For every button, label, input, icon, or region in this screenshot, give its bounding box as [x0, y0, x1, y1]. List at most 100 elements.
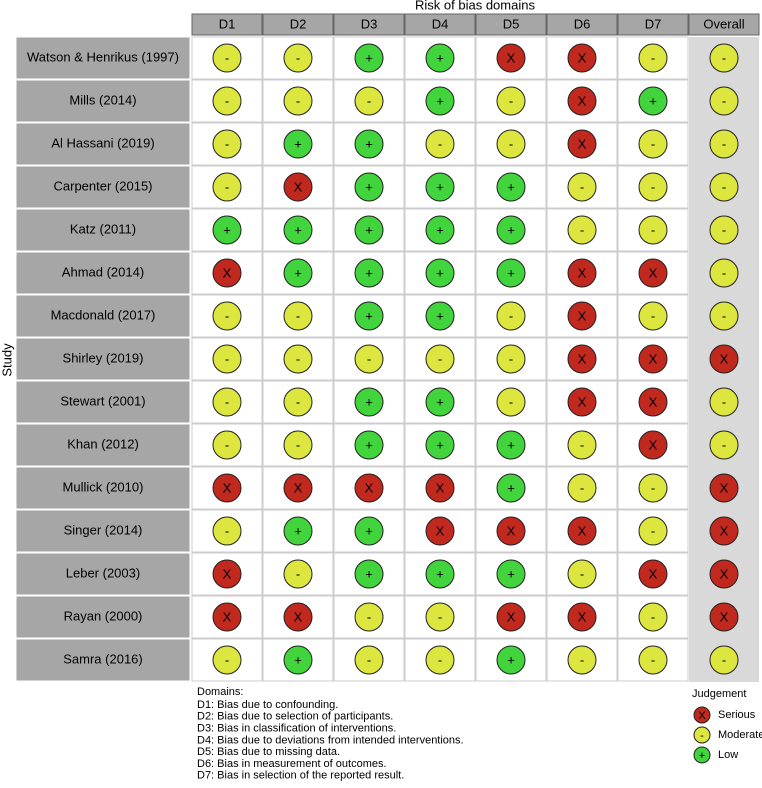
header-cell	[546, 13, 618, 36]
domain-note: D1: Bias due to confounding.	[197, 699, 338, 711]
judgement-symbol: -	[651, 609, 655, 624]
grid-cell	[404, 423, 476, 467]
grid-cell	[191, 552, 263, 596]
judgement-circle	[354, 387, 384, 417]
judgement-symbol: +	[507, 480, 515, 495]
judgement-symbol: +	[507, 566, 515, 581]
judgement-symbol: -	[722, 93, 726, 108]
judgement-circle	[212, 559, 242, 589]
judgement-circle	[638, 172, 668, 202]
judgement-symbol: +	[436, 566, 444, 581]
study-cell	[15, 380, 191, 424]
judgement-circle	[354, 258, 384, 288]
judgement-circle	[567, 258, 597, 288]
judgement-circle	[354, 301, 384, 331]
judgement-circle	[709, 129, 739, 159]
header-cell	[404, 13, 476, 36]
judgement-symbol: -	[651, 652, 655, 667]
grid-cell	[262, 638, 334, 682]
grid-cell	[546, 337, 618, 381]
grid-cell	[475, 595, 547, 639]
judgement-circle	[425, 387, 455, 417]
grid-cell	[262, 380, 334, 424]
grid-cell	[475, 122, 547, 166]
judgement-symbol: -	[651, 50, 655, 65]
study-cell	[15, 423, 191, 467]
grid-cell	[404, 294, 476, 338]
study-name: Stewart (2001)	[60, 393, 145, 408]
judgement-symbol: +	[365, 50, 373, 65]
header-cell	[191, 13, 263, 36]
study-name: Rayan (2000)	[64, 608, 143, 623]
grid-cell	[333, 251, 405, 295]
domain-note: D7: Bias in selection of the reported re…	[197, 770, 404, 782]
judgement-symbol: X	[436, 480, 445, 495]
study-name: Samra (2016)	[63, 651, 142, 666]
judgement-circle	[212, 602, 242, 632]
judgement-circle	[638, 43, 668, 73]
grid-cell	[333, 208, 405, 252]
judgement-circle	[638, 516, 668, 546]
judgement-circle	[354, 430, 384, 460]
judgement-symbol: -	[509, 308, 513, 323]
judgement-circle	[496, 215, 526, 245]
judgement-circle	[354, 215, 384, 245]
grid-cell	[404, 208, 476, 252]
judgement-symbol: X	[578, 50, 587, 65]
grid-cell	[404, 380, 476, 424]
judgement-circle	[567, 172, 597, 202]
study-cell	[15, 294, 191, 338]
judgement-circle	[425, 86, 455, 116]
judgement-circle	[212, 344, 242, 374]
grid-cell	[546, 294, 618, 338]
judgement-symbol: -	[651, 222, 655, 237]
judgement-circle	[283, 344, 313, 374]
judgement-symbol: +	[365, 394, 373, 409]
study-cell	[15, 251, 191, 295]
judgement-symbol: -	[296, 394, 300, 409]
judgement-symbol: X	[720, 523, 729, 538]
grid-cell	[546, 36, 618, 80]
study-cell	[15, 36, 191, 80]
judgement-circle	[638, 387, 668, 417]
judgement-circle	[496, 559, 526, 589]
legend-label: Moderate	[718, 729, 762, 741]
judgement-circle	[709, 645, 739, 675]
judgement-circle	[709, 559, 739, 589]
judgement-symbol: -	[722, 136, 726, 151]
grid-cell	[404, 165, 476, 209]
grid-cell	[333, 552, 405, 596]
judgement-symbol: +	[507, 222, 515, 237]
grid-cell	[262, 251, 334, 295]
grid-cell	[262, 122, 334, 166]
judgement-circle	[212, 86, 242, 116]
grid-cell	[191, 595, 263, 639]
study-cell	[15, 552, 191, 596]
judgement-symbol: X	[649, 265, 658, 280]
judgement-circle	[567, 430, 597, 460]
grid-cell	[191, 337, 263, 381]
judgement-circle	[567, 344, 597, 374]
judgement-symbol: X	[720, 609, 729, 624]
judgement-circle	[496, 602, 526, 632]
judgement-symbol: X	[294, 480, 303, 495]
judgement-circle	[709, 86, 739, 116]
judgement-symbol: -	[438, 652, 442, 667]
grid-cell	[191, 208, 263, 252]
judgement-symbol: X	[365, 480, 374, 495]
legend-label: Serious	[718, 709, 756, 721]
judgement-circle	[425, 172, 455, 202]
judgement-circle	[283, 516, 313, 546]
judgement-symbol: -	[722, 652, 726, 667]
judgement-circle	[283, 602, 313, 632]
study-name: Shirley (2019)	[63, 350, 144, 365]
judgement-circle	[567, 516, 597, 546]
domain-header: D3	[361, 16, 378, 31]
grid-cell	[617, 638, 689, 682]
grid-cell	[262, 165, 334, 209]
judgement-symbol: X	[578, 609, 587, 624]
domain-header: D7	[645, 16, 662, 31]
judgement-symbol: -	[580, 566, 584, 581]
grid-cell	[546, 466, 618, 510]
judgement-symbol: -	[651, 523, 655, 538]
